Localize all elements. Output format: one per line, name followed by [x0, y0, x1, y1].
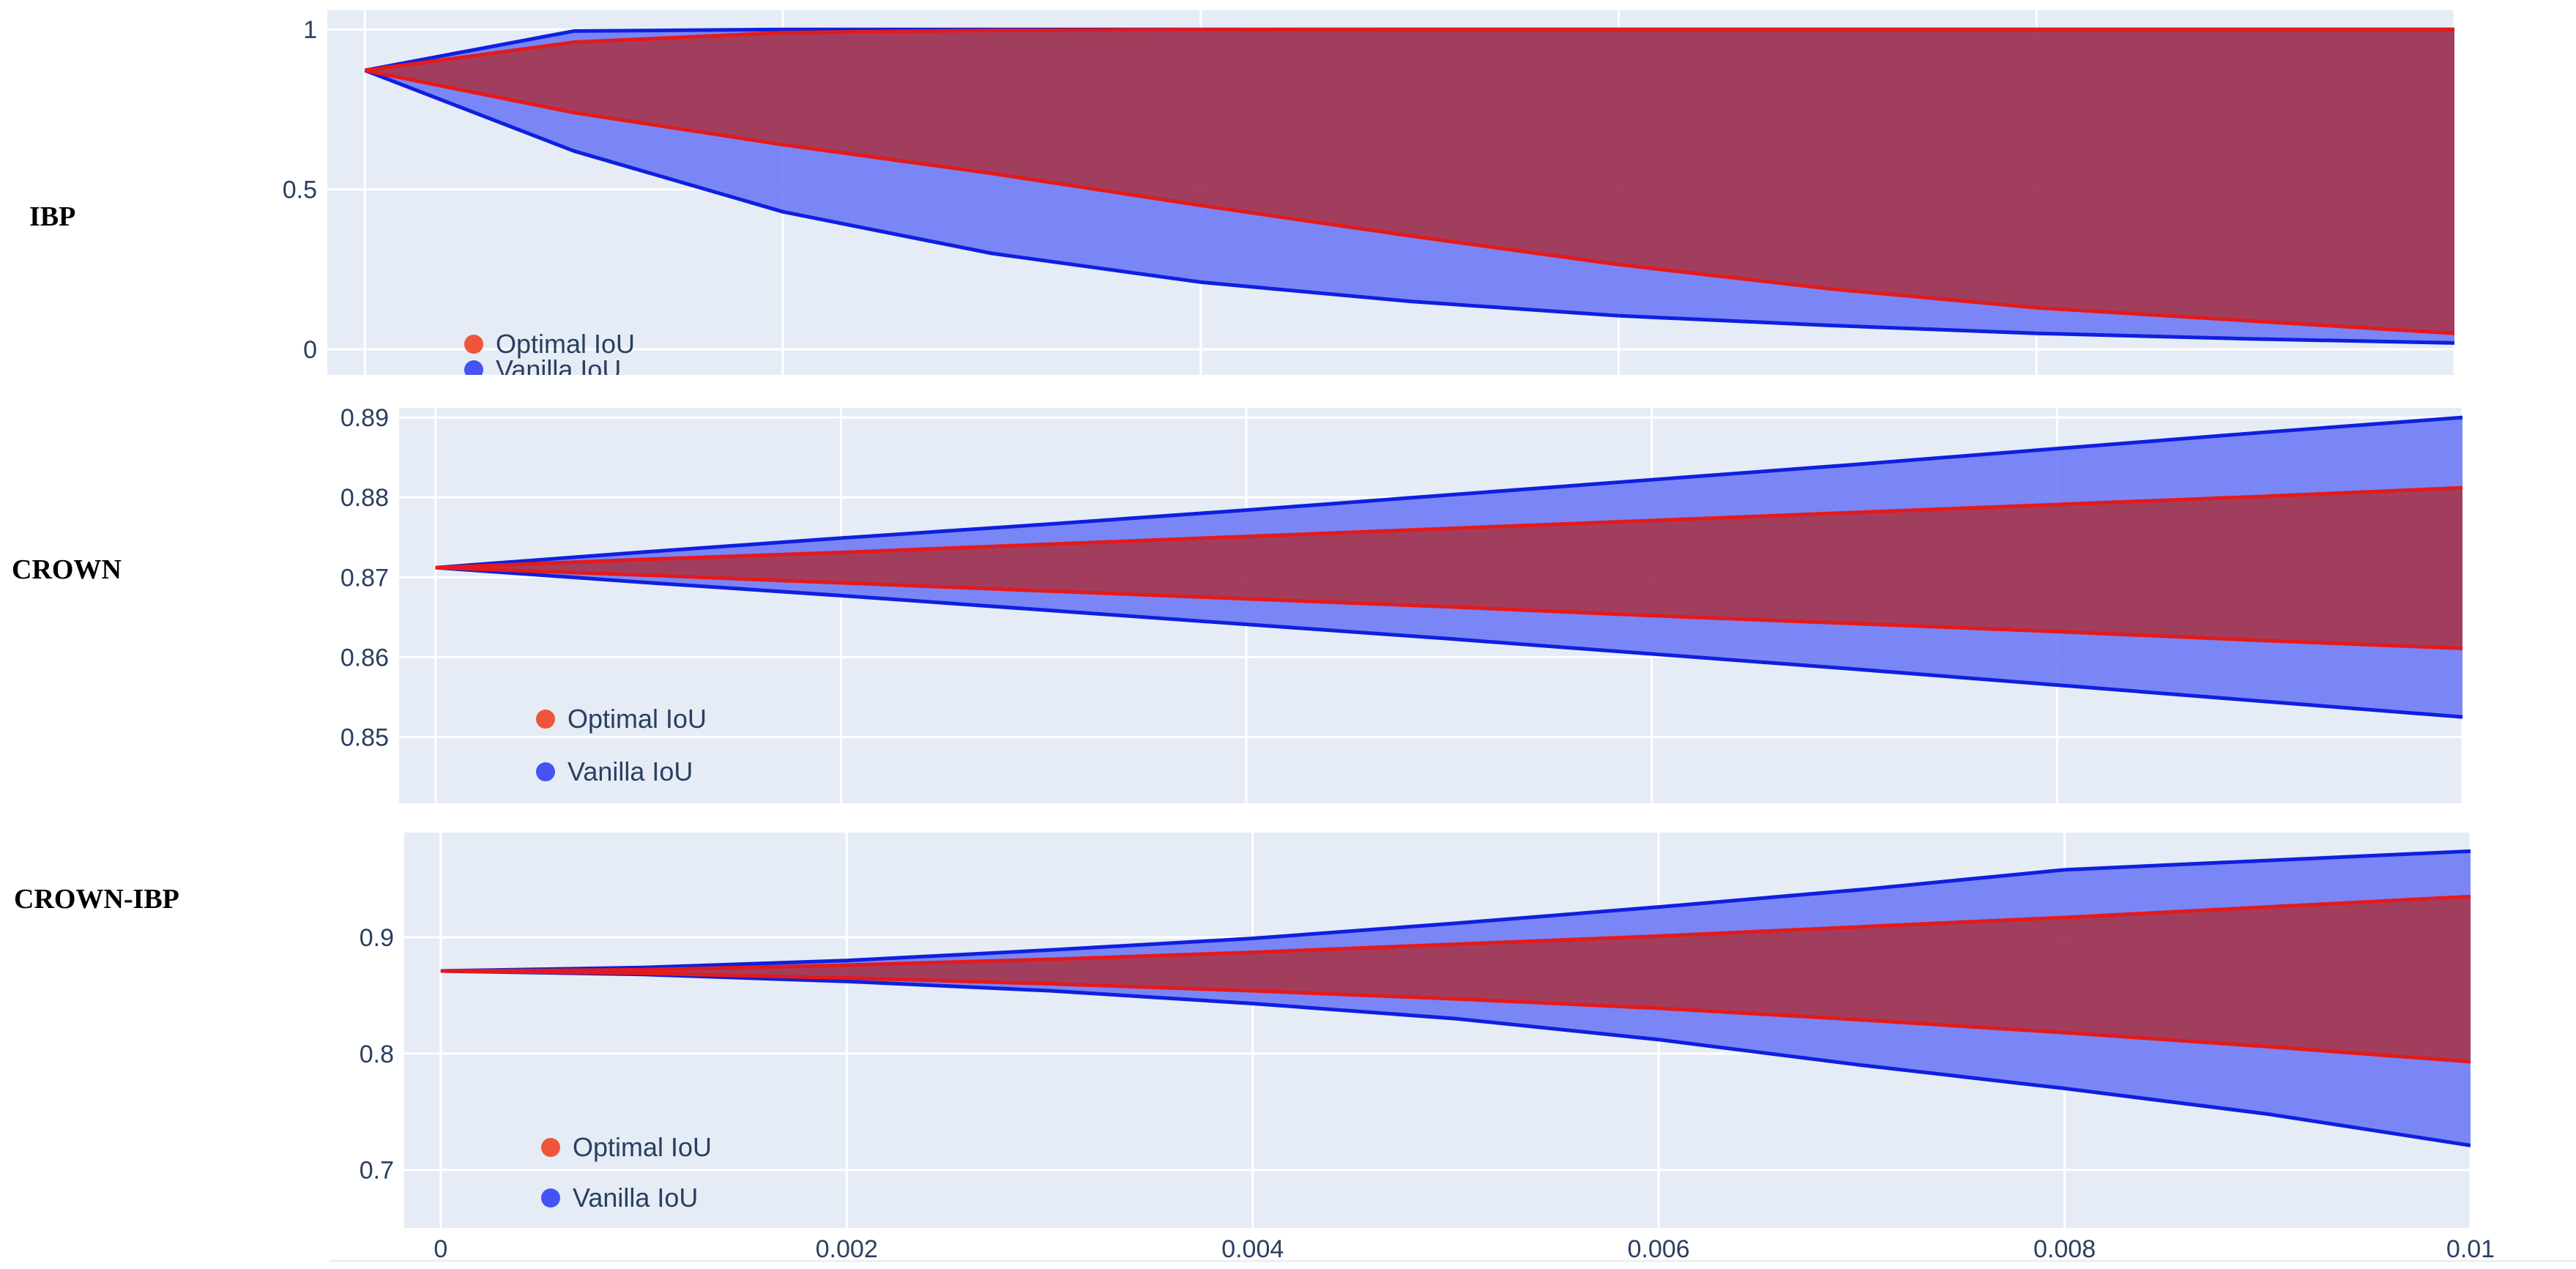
legend-label: Vanilla IoU — [573, 1183, 698, 1213]
legend-item-vanilla-iou[interactable]: Vanilla IoU — [541, 1183, 698, 1213]
x-tick-label: 0.002 — [816, 1235, 878, 1263]
x-tick-label: 0.004 — [1221, 1235, 1284, 1263]
legend-crown: Optimal IoU Vanilla IoU — [536, 704, 707, 786]
y-tick-label: 0.88 — [340, 484, 389, 512]
y-tick-label: 1 — [303, 16, 317, 44]
legend-marker-icon — [464, 360, 483, 375]
legend-label: Vanilla IoU — [567, 756, 693, 786]
upper-line-optimal-iou — [440, 894, 2471, 973]
legend-item-vanilla-iou[interactable]: Vanilla IoU — [536, 756, 693, 786]
legend-marker-icon — [464, 335, 483, 354]
row-label-crown-ibp: CROWN-IBP — [14, 884, 179, 915]
legend-label: Optimal IoU — [573, 1132, 712, 1162]
band-optimal-iou — [365, 29, 2454, 334]
y-tick-label: 0.5 — [283, 176, 317, 204]
bands-ibp — [364, 27, 2454, 345]
y-tick-label: 0.7 — [360, 1157, 394, 1185]
legend-label: Vanilla IoU — [496, 354, 621, 384]
lower-line-optimal-iou — [440, 969, 2471, 1064]
x-tick-label: 0.01 — [2446, 1235, 2495, 1263]
row-label-ibp: IBP — [29, 201, 75, 232]
x-tick-label: 0 — [433, 1235, 447, 1263]
y-tick-label: 0.86 — [340, 644, 389, 671]
lower-line-vanilla-iou — [440, 969, 2471, 1147]
bands-crown — [435, 415, 2463, 719]
y-tick-label: 0.85 — [340, 723, 389, 751]
legend-item-optimal-iou[interactable]: Optimal IoU — [536, 704, 707, 734]
legend-label: Optimal IoU — [496, 329, 635, 359]
bands-crown-ibp — [440, 849, 2471, 1147]
legend-item-optimal-iou[interactable]: Optimal IoU — [464, 329, 635, 359]
legend-marker-icon — [541, 1188, 560, 1207]
upper-line-optimal-iou — [435, 485, 2463, 570]
upper-line-optimal-iou — [365, 27, 2454, 72]
band-optimal-iou — [440, 896, 2471, 1062]
lower-line-optimal-iou — [364, 68, 2454, 335]
upper-line-vanilla-iou — [435, 415, 2463, 570]
band-optimal-iou — [435, 488, 2463, 649]
legend-item-optimal-iou[interactable]: Optimal IoU — [541, 1132, 712, 1162]
legend-item-vanilla-iou[interactable]: Vanilla IoU — [464, 354, 621, 384]
legend-label: Optimal IoU — [567, 704, 707, 734]
lower-line-vanilla-iou — [364, 68, 2454, 345]
row-label-crown: CROWN — [12, 554, 122, 585]
legend-marker-icon — [541, 1138, 560, 1157]
legend-marker-icon — [536, 710, 555, 729]
x-tick-label: 0.008 — [2033, 1235, 2096, 1263]
y-tick-label: 0.89 — [340, 404, 389, 432]
upper-line-vanilla-iou — [440, 849, 2471, 973]
y-tick-label: 0.8 — [360, 1041, 394, 1068]
lower-line-vanilla-iou — [435, 565, 2463, 719]
lower-line-optimal-iou — [435, 565, 2463, 650]
y-tick-label: 0.9 — [360, 924, 394, 952]
y-tick-label: 0 — [303, 336, 317, 364]
panel-crown-ibp: CROWN-IBP 0.7 0.8 0.9 0 0.002 0.004 0.006 0.008 0… — [14, 833, 2495, 1263]
legend-crown-ibp: Optimal IoU Vanilla IoU — [541, 1132, 712, 1213]
legend-marker-icon — [536, 762, 555, 781]
x-tick-label: 0.006 — [1628, 1235, 1690, 1263]
y-tick-label: 0.87 — [340, 564, 389, 592]
panel-crown: CROWN 0.85 0.86 0.87 0.88 0.89 Optimal IoU Vani… — [12, 404, 2464, 803]
